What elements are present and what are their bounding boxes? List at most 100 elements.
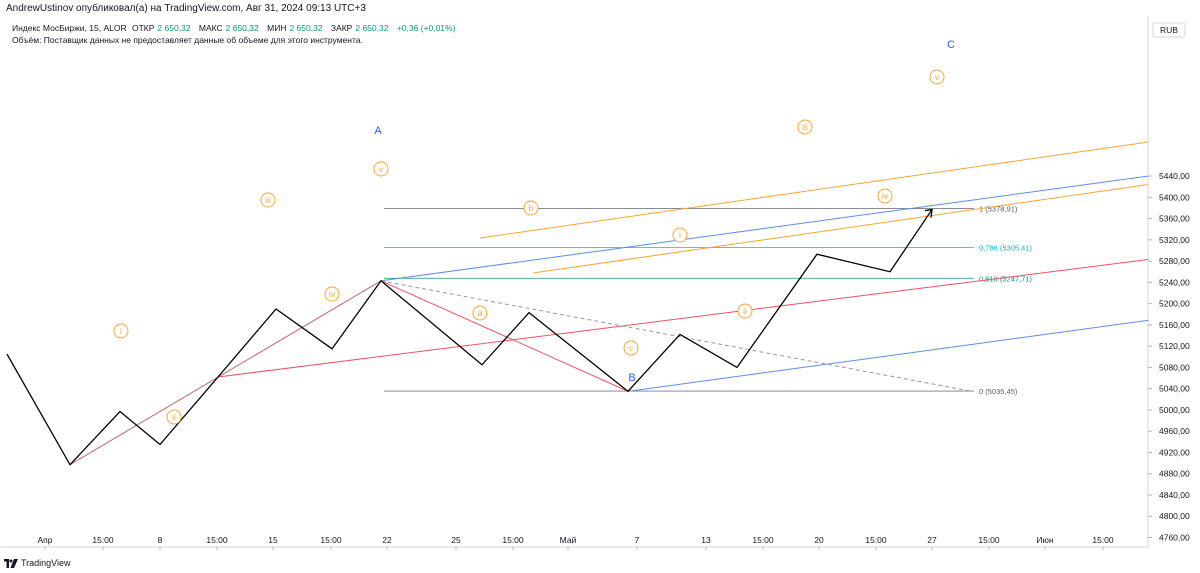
wave-label-iii: iii xyxy=(797,119,813,135)
wave-label-text: c xyxy=(629,343,634,353)
dashed-impulse xyxy=(69,280,382,466)
x-tick-label: 15:00 xyxy=(502,535,524,545)
trend-channels xyxy=(69,141,1149,466)
brand-name: TradingView xyxy=(21,558,71,568)
wave-label-circle xyxy=(523,200,539,216)
channel-lower-blue xyxy=(627,319,1149,392)
wave-label-circle xyxy=(737,303,753,319)
y-tick-label: 4840,00 xyxy=(1159,490,1190,500)
x-tick-label: 15:00 xyxy=(206,535,228,545)
wave-label-text: iii xyxy=(265,195,271,205)
x-tick-label: 22 xyxy=(382,535,392,545)
major-wave-label-b: B xyxy=(628,372,635,384)
wave-label-v: v xyxy=(373,161,389,177)
y-tick-label: 4800,00 xyxy=(1159,511,1190,521)
wave-label-b: b xyxy=(523,200,539,216)
x-tick-label: 20 xyxy=(814,535,824,545)
wave-label-a: a xyxy=(472,305,488,321)
wave-label-text: v xyxy=(379,164,384,174)
wave-label-c: c xyxy=(623,340,639,356)
wave-label-circle xyxy=(929,69,945,85)
y-tick-label: 4960,00 xyxy=(1159,426,1190,436)
x-tick-label: 15:00 xyxy=(865,535,887,545)
y-tick-label: 5120,00 xyxy=(1159,341,1190,351)
x-tick-label: 7 xyxy=(635,535,640,545)
wave-label-i: i xyxy=(113,323,129,339)
wave-label-text: ii xyxy=(172,412,176,422)
x-tick-label: 15:00 xyxy=(320,535,342,545)
x-tick-label: 13 xyxy=(701,535,711,545)
low-value: 2 650,32 xyxy=(289,23,323,33)
major-wave-label-c: C xyxy=(947,39,955,51)
x-tick-label: 15:00 xyxy=(92,535,114,545)
wave-label-i: i xyxy=(672,227,688,243)
y-tick-label: 4920,00 xyxy=(1159,447,1190,457)
wave-label-circle xyxy=(113,323,129,339)
y-tick-label: 5440,00 xyxy=(1159,171,1190,181)
wave-label-ii: ii xyxy=(166,409,182,425)
wave-label-circle xyxy=(623,340,639,356)
chart-legend: Индекс МосБиржи, 15, ALOR ОТКР 2 650,32 М… xyxy=(12,22,458,46)
price-arrow-head xyxy=(924,208,933,218)
wave-label-text: iv xyxy=(329,289,336,299)
channel-red-mid xyxy=(217,259,1149,378)
y-tick-label: 5040,00 xyxy=(1159,384,1190,394)
y-tick-label: 5160,00 xyxy=(1159,320,1190,330)
x-tick-label: Апр xyxy=(38,535,53,545)
wave-label-iii: iii xyxy=(260,192,276,208)
wave-label-text: ii xyxy=(743,306,747,316)
channel-orange-lower xyxy=(532,184,1149,274)
wave-label-circle xyxy=(260,192,276,208)
x-tick-label: 15:00 xyxy=(752,535,774,545)
volume-note: Объём: Поставщик данных не предоставляет… xyxy=(12,35,363,45)
x-axis: Апр 15:00 8 15:00 15 15:00 22 25 15:00 Май 7 13 15:0… xyxy=(38,535,1114,550)
wave-label-iv: iv xyxy=(324,286,340,302)
fib-level-label: 0,786 (5305,41) xyxy=(979,244,1032,253)
y-tick-label: 5000,00 xyxy=(1159,405,1190,415)
currency-label: RUB xyxy=(1160,25,1178,35)
wave-label-text: iii xyxy=(802,122,808,132)
wave-label-text: v xyxy=(935,72,940,82)
wave-label-circle xyxy=(324,286,340,302)
wave-label-text: i xyxy=(679,230,681,240)
symbol-name[interactable]: Индекс МосБиржи, 15, ALOR xyxy=(12,23,127,33)
y-tick-label: 5400,00 xyxy=(1159,192,1190,202)
open-label: ОТКР xyxy=(131,23,155,33)
low-label: МИН xyxy=(267,23,287,33)
y-tick-label: 5360,00 xyxy=(1159,214,1190,224)
wave-label-circle xyxy=(877,188,893,204)
wave-label-circle xyxy=(166,409,182,425)
x-tick-label: 8 xyxy=(158,535,163,545)
fib-level-label: 0,618 (5247,71) xyxy=(979,274,1032,283)
price-line xyxy=(6,209,933,466)
x-tick-label: 27 xyxy=(927,535,937,545)
abc-red-link xyxy=(380,280,629,392)
publisher-bar: AndrewUstinov опубликовал(а) на TradingV… xyxy=(0,0,1200,16)
change-value: +0,36 (+0,01%) xyxy=(396,23,456,33)
channel-upper-blue xyxy=(380,175,1149,282)
x-tick-label: Июн xyxy=(1036,535,1053,545)
wave-label-text: b xyxy=(529,203,534,213)
wave-red-link xyxy=(69,280,382,466)
wave-label-circle xyxy=(672,227,688,243)
high-value: 2 650,32 xyxy=(225,23,259,33)
tradingview-brand[interactable]: TradingView xyxy=(4,556,71,570)
wave-label-text: i xyxy=(120,326,122,336)
x-tick-label: 25 xyxy=(451,535,461,545)
wave-label-text: iv xyxy=(882,191,889,201)
high-label: МАКС xyxy=(198,23,223,33)
y-tick-label: 5080,00 xyxy=(1159,362,1190,372)
currency-box xyxy=(1152,22,1186,38)
fib-level-label: 1 (5378,91) xyxy=(979,205,1018,214)
wave-label-v: v xyxy=(929,69,945,85)
wave-label-ii: ii xyxy=(737,303,753,319)
channel-orange-upper xyxy=(479,141,1149,239)
wave-label-iv: iv xyxy=(877,188,893,204)
x-tick-label: 15:00 xyxy=(1092,535,1114,545)
major-wave-label-a: A xyxy=(374,125,382,137)
x-tick-label: 15:00 xyxy=(978,535,1000,545)
y-tick-label: 4760,00 xyxy=(1159,533,1190,543)
y-axis: 5440,00 5400,00 5360,00 5320,00 5280,00 5240,… xyxy=(1148,171,1190,543)
x-tick-label: 15 xyxy=(268,535,278,545)
